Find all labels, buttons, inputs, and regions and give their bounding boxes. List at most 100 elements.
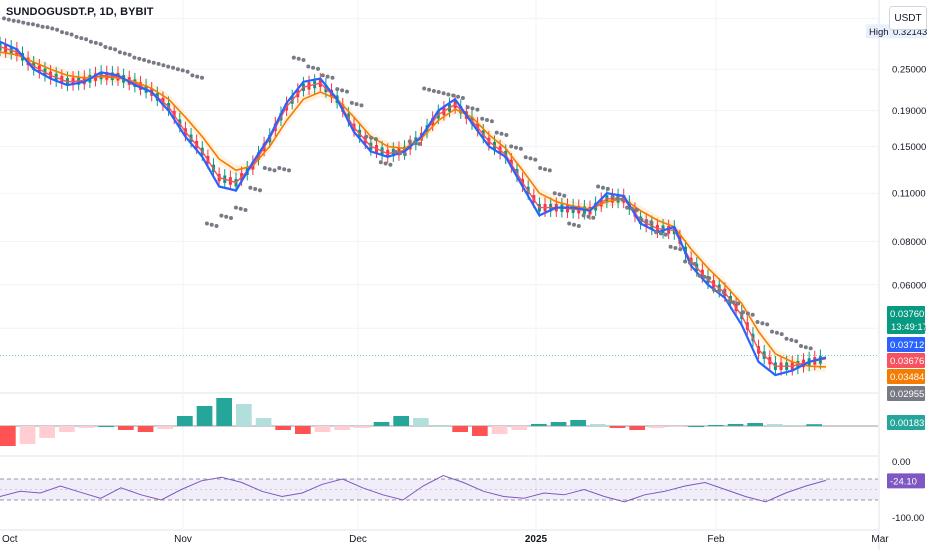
price-tick-label: 0.15000	[892, 142, 926, 153]
sar-dot	[340, 88, 345, 93]
sar-dot	[678, 247, 683, 252]
sar-dot	[465, 105, 470, 110]
sar-dot	[98, 42, 103, 47]
sar-dot	[88, 39, 93, 44]
sar-dot	[533, 157, 538, 162]
sar-dot	[330, 75, 335, 80]
macd-histogram-bar	[432, 426, 449, 427]
rsi-tick-label: 0.00	[892, 457, 911, 468]
sar-dot	[26, 21, 31, 26]
sar-dot	[489, 119, 494, 124]
sar-dot	[765, 322, 770, 327]
price-label-value: 0.03712	[890, 340, 924, 351]
price-label-value: 0.03760	[890, 309, 924, 320]
macd-histogram-bar	[137, 426, 154, 432]
sar-dot	[514, 145, 518, 150]
sar-dot	[741, 310, 746, 315]
rsi-line	[0, 474, 827, 503]
sar-dot	[335, 87, 340, 92]
sar-dot	[726, 299, 731, 304]
sar-dot	[233, 205, 238, 210]
macd-histogram-bar	[629, 426, 645, 430]
sar-dot	[523, 155, 528, 160]
macd-histogram-bar	[314, 426, 331, 432]
sar-dot	[108, 46, 113, 51]
macd-histogram-bar	[39, 426, 55, 438]
macd-histogram-bar	[236, 404, 252, 426]
sar-dot	[93, 40, 98, 45]
sar-dot	[325, 74, 330, 79]
sar-dot	[253, 187, 258, 191]
sar-dot	[151, 60, 156, 65]
sar-dot	[369, 135, 374, 140]
sar-dot	[572, 222, 576, 227]
sar-dot	[803, 345, 808, 350]
sar-dot	[745, 311, 750, 316]
sar-dot	[625, 205, 630, 210]
price-label-box	[887, 306, 925, 334]
sar-dot	[50, 26, 55, 31]
sar-dot	[262, 166, 267, 170]
sar-dot	[258, 188, 262, 193]
sar-dot	[605, 186, 610, 191]
sar-dot	[591, 215, 596, 220]
currency-selector[interactable]: USDT	[889, 6, 927, 30]
rsi-band	[0, 479, 878, 500]
macd-histogram-bar	[78, 426, 95, 428]
sar-dot	[214, 224, 219, 228]
sar-dot	[40, 24, 45, 29]
sar-dot	[277, 166, 282, 170]
sar-dot	[60, 30, 64, 35]
macd-histogram-bar	[118, 426, 134, 430]
macd-histogram-bar	[767, 424, 783, 426]
sar-dot	[166, 64, 171, 69]
sar-dot	[779, 332, 784, 337]
sar-dot	[480, 116, 485, 121]
sar-dot	[422, 86, 427, 91]
macd-histogram-bar	[747, 423, 763, 426]
macd-histogram-bar	[19, 426, 36, 444]
sar-dot	[475, 107, 480, 112]
macd-histogram-bar	[0, 426, 16, 446]
sar-dot	[209, 222, 214, 227]
sar-dot	[393, 149, 398, 154]
sar-dot	[132, 55, 137, 60]
sar-dot	[576, 224, 581, 228]
sar-dot	[301, 58, 306, 62]
macd-histogram-bar	[275, 426, 291, 430]
sar-dot	[707, 276, 712, 281]
sar-dot	[620, 197, 625, 202]
macd-histogram-bar	[472, 426, 488, 436]
sar-dot	[185, 69, 190, 74]
rsi-value-label: -24.10	[890, 476, 917, 487]
macd-histogram-bar	[491, 426, 508, 434]
sar-dot	[146, 59, 151, 64]
macd-histogram-bar	[649, 426, 665, 428]
sar-dot	[789, 338, 794, 342]
rsi-value-box	[887, 473, 925, 489]
macd-histogram-bar	[196, 406, 213, 426]
sar-dot	[630, 206, 634, 211]
sar-dot	[456, 94, 461, 99]
sar-dot	[552, 191, 557, 196]
series-line-ma_fast	[0, 46, 827, 367]
sar-dot	[716, 289, 721, 294]
price-label-box	[887, 353, 925, 368]
sar-dot	[287, 168, 291, 173]
macd-histogram-bar	[511, 426, 527, 430]
macd-histogram-bar	[334, 426, 350, 430]
macd-histogram-bar	[157, 426, 173, 429]
sar-dot	[69, 32, 74, 37]
sar-dot	[673, 246, 678, 250]
sar-dot	[354, 102, 359, 107]
sar-dot	[446, 92, 451, 97]
sar-dot	[760, 321, 765, 326]
sar-dot	[417, 141, 422, 146]
sar-dot	[282, 167, 287, 172]
sar-dot	[248, 185, 253, 190]
sar-dot	[84, 37, 89, 42]
sar-dot	[238, 206, 243, 211]
sar-dot	[784, 336, 789, 341]
sar-dot	[45, 25, 50, 30]
sar-dot	[562, 193, 567, 198]
